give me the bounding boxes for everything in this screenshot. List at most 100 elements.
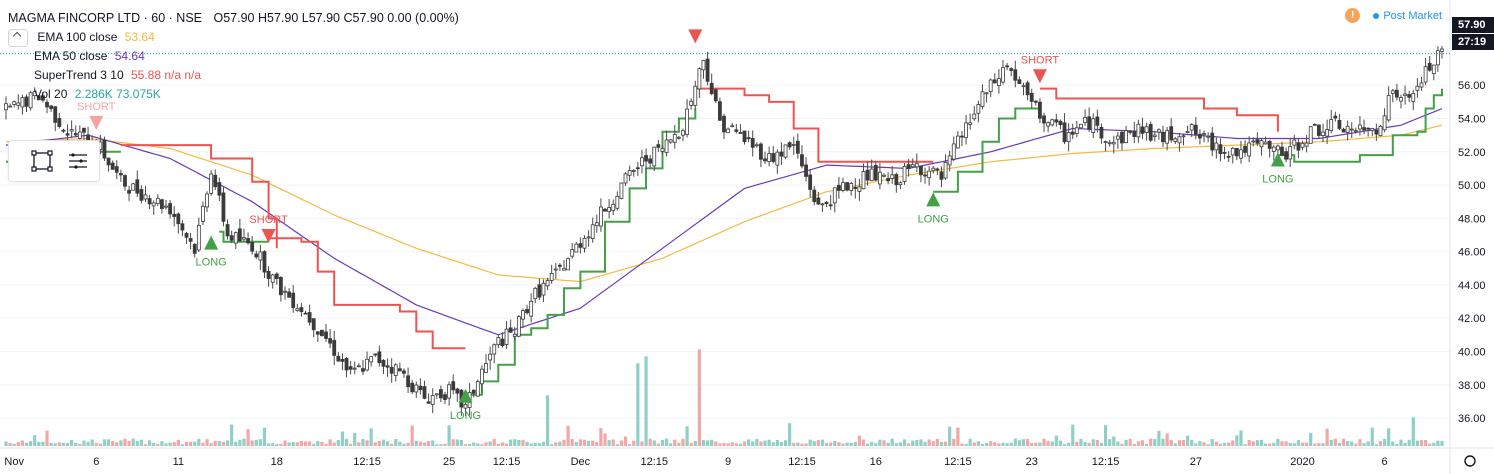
volume-bar — [447, 425, 451, 446]
candle-body — [1218, 144, 1223, 155]
supertrend-down-segment — [695, 87, 934, 163]
candle-body — [545, 280, 550, 287]
settings-gear-icon[interactable] — [1464, 455, 1476, 467]
volume-bar — [1317, 443, 1321, 446]
candle-body — [623, 173, 628, 184]
candle-body — [328, 338, 333, 344]
candle-body — [832, 187, 837, 204]
volume-bar — [1239, 430, 1243, 446]
volume-bar — [1313, 443, 1317, 446]
candle-body — [221, 192, 226, 222]
volume-bar — [1099, 442, 1104, 446]
candle-body — [270, 274, 275, 283]
volume-bar — [250, 440, 254, 446]
volume-bar — [53, 443, 57, 446]
indicator-value: 2.286K 73.075K — [74, 87, 161, 101]
candle-body — [1259, 140, 1264, 148]
candle-body — [689, 100, 694, 106]
volume-bar — [4, 441, 8, 446]
candle-body — [1046, 122, 1051, 127]
volume-bar — [640, 441, 644, 446]
volume-bar — [1181, 439, 1186, 446]
candle-body — [65, 133, 70, 136]
y-tick-label: 52.00 — [1458, 147, 1486, 159]
warning-icon[interactable]: ! — [1345, 8, 1361, 23]
candle-body — [1103, 141, 1108, 143]
candle-body — [1181, 135, 1186, 138]
candlesticks — [4, 45, 1444, 416]
candle-body — [1284, 151, 1288, 160]
legend-indicator-ema50[interactable]: EMA 50 close 54.64 — [8, 47, 459, 66]
candle-body — [750, 138, 755, 148]
candle-body — [430, 395, 435, 405]
volume-bar — [705, 440, 710, 446]
volume-bar — [615, 444, 619, 446]
collapse-legend-icon[interactable] — [8, 28, 28, 47]
candle-body — [447, 384, 452, 399]
volume-bar — [476, 443, 480, 446]
candle-body — [627, 170, 632, 176]
x-tick-label: Dec — [571, 456, 591, 468]
x-tick-label: 12:15 — [1092, 456, 1120, 468]
ema-50-line — [5, 107, 1443, 336]
legend-indicator-volume[interactable]: Vol 20 2.286K 73.075K — [8, 85, 459, 104]
candle-body — [898, 182, 903, 186]
volume-bar — [931, 441, 935, 446]
long-signal-arrow — [926, 192, 941, 207]
candle-body — [996, 78, 1001, 86]
x-tick-label: 2020 — [1290, 456, 1314, 468]
candle-body — [1300, 142, 1305, 148]
volume-bar — [824, 443, 829, 446]
volume-bar — [804, 443, 808, 446]
lines-menu-icon[interactable] — [65, 148, 91, 174]
candle-body — [590, 224, 595, 239]
volume-bar — [266, 443, 271, 446]
candle-body — [389, 366, 394, 374]
legend-indicator-supertrend[interactable]: SuperTrend 3 10 55.88 n/a n/a — [8, 66, 459, 85]
candle-body — [151, 202, 156, 207]
candle-body — [853, 186, 858, 190]
long-signal-label: LONG — [1262, 173, 1293, 185]
candle-body — [968, 122, 973, 125]
volume-bar — [554, 442, 558, 446]
candle-body — [20, 97, 25, 108]
candle-body — [324, 331, 328, 339]
volume-bar — [660, 439, 665, 446]
volume-bar — [312, 443, 316, 446]
symbol-title[interactable]: MAGMA FINCORP LTD · 60 · NSE — [8, 11, 203, 25]
candle-body — [283, 290, 287, 293]
legend-indicator-ema100[interactable]: EMA 100 close 53.64 — [8, 28, 459, 47]
select-box-icon[interactable] — [29, 148, 55, 174]
volume-bar — [504, 443, 509, 446]
volume-bar — [205, 439, 209, 446]
candle-body — [914, 163, 919, 168]
volume-bar — [106, 439, 111, 446]
candle-body — [935, 168, 940, 171]
volume-bar — [24, 442, 29, 446]
candle-body — [615, 195, 620, 209]
volume-bar — [751, 441, 755, 446]
volume-bar — [763, 440, 767, 446]
volume-bar — [1177, 440, 1182, 446]
volume-bar — [1321, 443, 1325, 446]
candle-body — [110, 162, 115, 170]
x-tick-label: 12:15 — [493, 456, 521, 468]
market-status[interactable]: ! Post Market — [1345, 8, 1442, 23]
candle-body — [726, 128, 731, 134]
candle-body — [841, 182, 845, 191]
volume-bar — [234, 441, 238, 446]
candle-body — [1280, 146, 1284, 156]
volume-bar — [730, 442, 734, 446]
volume-bar — [533, 442, 537, 446]
volume-bar — [1042, 438, 1046, 446]
volume-bar — [1038, 442, 1042, 446]
volume-bar — [1050, 441, 1054, 446]
volume-bar — [525, 441, 529, 446]
volume-bar — [656, 443, 660, 446]
volume-bar — [1362, 443, 1366, 446]
volume-bar — [45, 430, 49, 446]
volume-bar — [607, 440, 611, 446]
volume-bar — [340, 431, 345, 446]
legend: MAGMA FINCORP LTD · 60 · NSE O57.90 H57.… — [8, 9, 459, 104]
